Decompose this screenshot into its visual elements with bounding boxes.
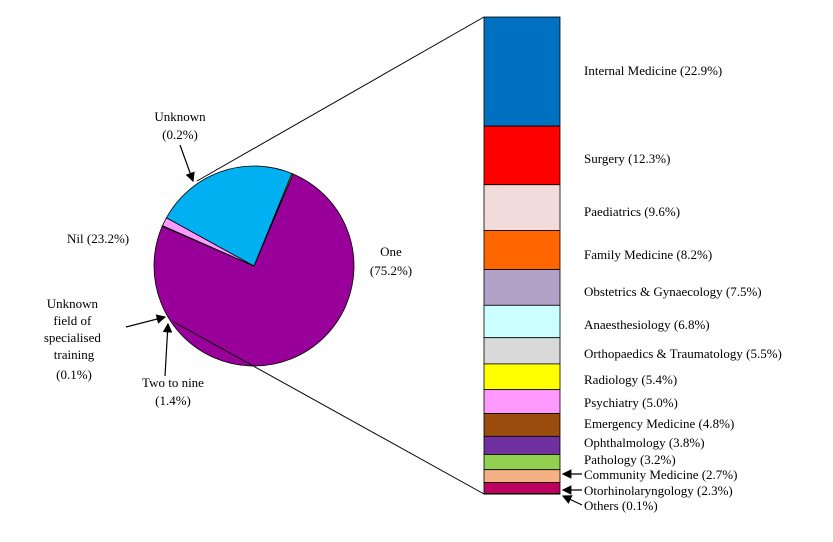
arrow-unknown-field xyxy=(125,314,167,328)
slice-label-nil: Nil (23.2%) xyxy=(67,231,129,246)
pie-slice-4 xyxy=(253,172,294,267)
bar-segment-8 xyxy=(483,389,561,414)
bar-segment-13 xyxy=(483,482,561,494)
bar-segment-7 xyxy=(483,363,561,391)
bar-segment-label-13: Otorhinolaryngology (2.3%) xyxy=(584,483,733,498)
arrow-others xyxy=(561,495,583,506)
slice-label-two-to-nine: Two to nine xyxy=(142,375,204,390)
bar-segment-label-8: Psychiatry (5.0%) xyxy=(584,395,678,410)
bar-segment-6 xyxy=(483,337,561,365)
bar-segment-5 xyxy=(483,304,561,339)
bar-segment-0 xyxy=(483,16,561,127)
bar-segment-11 xyxy=(483,454,561,471)
bar-segment-4 xyxy=(483,269,561,306)
bar-segment-label-3: Family Medicine (8.2%) xyxy=(584,247,712,262)
bar-segment-14 xyxy=(483,493,561,495)
bar-segment-label-2: Paediatrics (9.6%) xyxy=(584,204,680,219)
pie-slice-3 xyxy=(165,165,293,267)
arrow-unknown xyxy=(179,144,195,183)
bar-segment-label-0: Internal Medicine (22.9%) xyxy=(584,63,722,78)
slice-pct-unknown-field: (0.1%) xyxy=(56,367,92,382)
bar-segment-label-5: Anaesthesiology (6.8%) xyxy=(584,317,710,332)
slice-label-unknown: Unknown xyxy=(154,109,206,124)
slice-pct-two-to-nine: (1.4%) xyxy=(155,393,191,408)
bar-segment-label-1: Surgery (12.3%) xyxy=(584,151,670,166)
bar-segment-label-11: Pathology (3.2%) xyxy=(584,452,676,467)
bar-segment-2 xyxy=(483,184,561,231)
bar-segment-label-10: Ophthalmology (3.8%) xyxy=(584,435,705,450)
bar-segment-label-9: Emergency Medicine (4.8%) xyxy=(584,416,734,431)
pie-chart xyxy=(153,165,355,367)
bar-segment-label-7: Radiology (5.4%) xyxy=(584,372,677,387)
bar-segment-1 xyxy=(483,125,561,186)
slice-label-one: One xyxy=(380,244,402,259)
slice-pct-unknown: (0.2%) xyxy=(162,127,198,142)
stacked-bar: Internal Medicine (22.9%) Surgery (12.3%)… xyxy=(483,16,782,513)
bar-segment-label-4: Obstetrics & Gynaecology (7.5%) xyxy=(584,284,762,299)
bar-segment-label-12: Community Medicine (2.7%) xyxy=(584,467,737,482)
connector-line-top xyxy=(196,16,485,182)
bar-segment-9 xyxy=(483,413,561,437)
pie-slice-0 xyxy=(153,173,355,367)
bar-segment-3 xyxy=(483,230,561,270)
arrow-two-to-nine xyxy=(162,322,173,377)
slice-label-unknown-field: Unknown field of specialised training xyxy=(44,296,104,362)
bar-segment-12 xyxy=(483,469,561,483)
connector-line-bottom xyxy=(173,321,485,495)
bar-segment-label-14: Others (0.1%) xyxy=(584,498,658,513)
bar-segment-10 xyxy=(483,435,561,455)
bar-segment-label-6: Orthopaedics & Traumatology (5.5%) xyxy=(584,346,782,361)
slice-pct-one: (75.2%) xyxy=(370,263,412,278)
